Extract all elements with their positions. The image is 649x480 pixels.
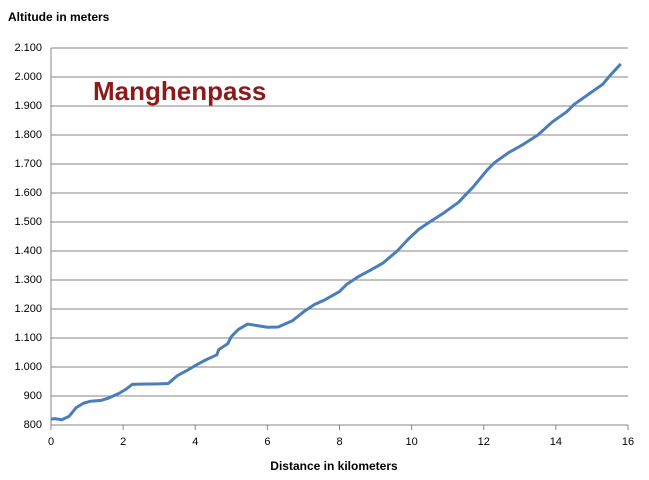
y-tick-label: 1.800 xyxy=(14,129,42,141)
x-tick-label: 8 xyxy=(336,436,342,448)
y-tick-label: 1.200 xyxy=(14,303,42,315)
y-axis-title: Altitude in meters xyxy=(8,10,110,24)
x-tick-label: 12 xyxy=(478,436,490,448)
x-axis-title: Distance in kilometers xyxy=(270,459,398,473)
x-tick-label: 0 xyxy=(48,436,54,448)
y-tick-label: 1.700 xyxy=(14,158,42,170)
y-tick-label: 1.400 xyxy=(14,245,42,257)
x-tick-label: 2 xyxy=(120,436,126,448)
y-tick-label: 1.500 xyxy=(14,216,42,228)
y-tick-label: 1.000 xyxy=(14,361,42,373)
y-tick-label: 900 xyxy=(24,390,42,402)
x-tick-label: 4 xyxy=(192,436,198,448)
chart-title: Manghenpass xyxy=(93,76,266,106)
y-tick-label: 800 xyxy=(24,419,42,431)
y-tick-label: 2.100 xyxy=(14,42,42,54)
y-tick-label: 1.100 xyxy=(14,332,42,344)
x-tick-label: 10 xyxy=(406,436,418,448)
x-tick-label: 14 xyxy=(550,436,562,448)
x-tick-label: 16 xyxy=(622,436,634,448)
y-tick-label: 2.000 xyxy=(14,71,42,83)
y-tick-label: 1.300 xyxy=(14,274,42,286)
x-tick-label: 6 xyxy=(264,436,270,448)
y-tick-label: 1.600 xyxy=(14,187,42,199)
y-tick-label: 1.900 xyxy=(14,100,42,112)
line-series xyxy=(50,62,622,422)
